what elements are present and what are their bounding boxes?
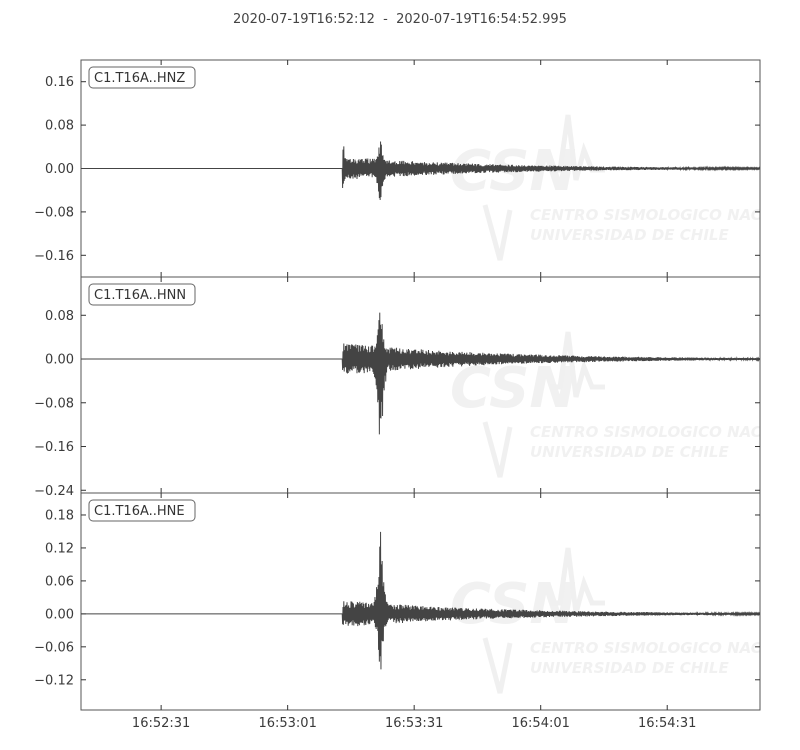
watermark-line-1: CENTRO SISMOLOGICO NACIONAL — [530, 639, 800, 657]
watermark-line-2: UNIVERSIDAD DE CHILE — [530, 226, 729, 244]
y-tick-label: −0.08 — [34, 205, 74, 220]
watermark-wave-icon — [550, 331, 605, 398]
y-tick-label: −0.06 — [34, 640, 74, 655]
y-tick-label: 0.00 — [45, 607, 74, 622]
watermark-line-1: CENTRO SISMOLOGICO NACIONAL — [530, 206, 800, 224]
channel-label-box — [88, 66, 196, 89]
channel-label-box — [88, 499, 196, 522]
figure-title: 2020-07-19T16:52:12 - 2020-07-19T16:54:5… — [233, 12, 567, 27]
y-tick-label: 0.00 — [45, 353, 74, 368]
x-tick-label: 16:54:01 — [512, 716, 570, 731]
channel-label: C1.T16A..HNE — [94, 504, 185, 519]
watermark-w-icon — [482, 637, 513, 694]
watermark-line-2: UNIVERSIDAD DE CHILE — [530, 443, 729, 461]
watermark-w-icon — [482, 204, 513, 261]
x-tick-label: 16:54:31 — [638, 716, 696, 731]
watermark-line-2: UNIVERSIDAD DE CHILE — [530, 659, 729, 677]
waveform-trace — [81, 141, 760, 201]
x-tick-label: 16:53:01 — [258, 716, 316, 731]
y-tick-label: −0.08 — [34, 396, 74, 411]
y-tick-label: −0.24 — [34, 484, 74, 499]
waveform-trace — [81, 531, 760, 670]
channel-label-box — [88, 283, 196, 306]
y-tick-label: 0.16 — [45, 75, 74, 90]
watermark-line-1: CENTRO SISMOLOGICO NACIONAL — [530, 423, 800, 441]
y-tick-label: 0.08 — [45, 119, 74, 134]
x-tick-label: 16:52:31 — [132, 716, 190, 731]
x-tick-label: 16:53:31 — [385, 716, 443, 731]
y-tick-label: 0.18 — [45, 508, 74, 523]
y-tick-label: −0.16 — [34, 440, 74, 455]
y-tick-label: 0.06 — [45, 574, 74, 589]
y-tick-label: 0.00 — [45, 162, 74, 177]
axes-frame — [80, 492, 761, 711]
y-tick-label: −0.16 — [34, 249, 74, 264]
y-tick-label: −0.12 — [34, 673, 74, 688]
watermark-w-icon — [482, 421, 513, 478]
y-tick-label: 0.08 — [45, 309, 74, 324]
waveform-trace — [81, 312, 760, 435]
channel-label: C1.T16A..HNZ — [94, 71, 185, 86]
y-tick-label: 0.12 — [45, 541, 74, 556]
channel-label: C1.T16A..HNN — [94, 288, 186, 303]
